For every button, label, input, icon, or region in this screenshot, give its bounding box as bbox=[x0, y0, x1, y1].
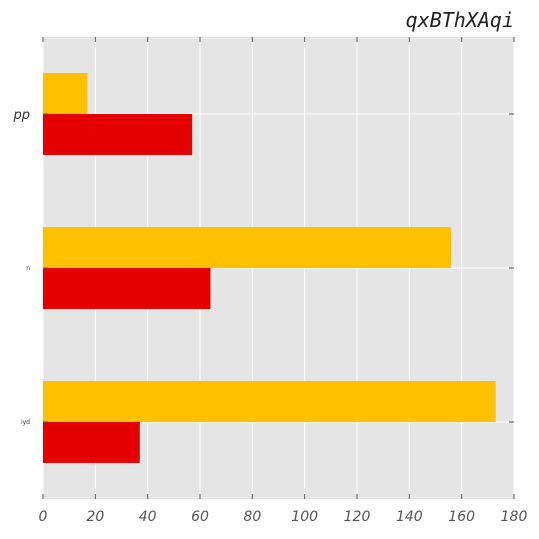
y-tick-label: iyd bbox=[21, 419, 30, 426]
x-tick-label: 100 bbox=[291, 509, 318, 525]
x-tick-label: 80 bbox=[243, 509, 261, 525]
bar-pp-series-2 bbox=[43, 114, 193, 155]
x-tick-label: 180 bbox=[501, 509, 528, 525]
x-tick-label: 160 bbox=[448, 509, 475, 525]
y-tick-label: pp bbox=[12, 108, 30, 123]
x-tick-label: 60 bbox=[191, 509, 209, 525]
x-tick-label: 120 bbox=[344, 509, 371, 525]
y-tick-labels: pp n iyd bbox=[12, 108, 30, 426]
axis-ticks bbox=[42, 37, 515, 499]
bar-iyd-series-2 bbox=[43, 422, 140, 463]
bar-n-series-1 bbox=[43, 227, 452, 268]
bar-iyd-series-1 bbox=[43, 381, 496, 422]
x-tick-labels: 0 20 40 60 80 100 120 140 160 180 bbox=[39, 509, 528, 525]
y-tick-label: n bbox=[26, 265, 30, 272]
bar-pp-series-1 bbox=[43, 73, 88, 114]
x-tick-label: 0 bbox=[39, 509, 48, 525]
x-tick-label: 20 bbox=[86, 509, 104, 525]
x-tick-label: 40 bbox=[139, 509, 157, 525]
chart-title: qxBThXAqi bbox=[406, 8, 514, 32]
bars bbox=[43, 73, 496, 463]
bar-n-series-2 bbox=[43, 268, 211, 309]
x-tick-label: 140 bbox=[396, 509, 423, 525]
